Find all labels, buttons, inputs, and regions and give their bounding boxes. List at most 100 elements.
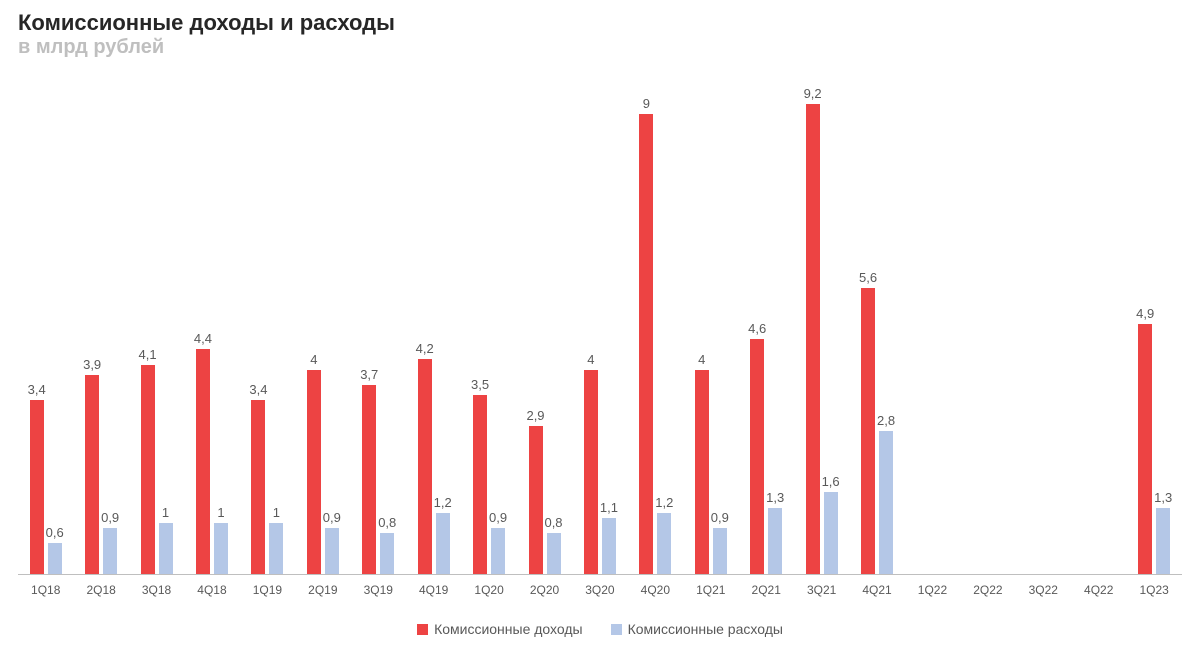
bar: 1,3 xyxy=(768,508,782,574)
bar: 3,5 xyxy=(473,395,487,574)
bar: 1,2 xyxy=(436,513,450,574)
bar: 1 xyxy=(214,523,228,574)
x-axis-label: 2Q18 xyxy=(73,583,128,597)
bar: 4,9 xyxy=(1138,324,1152,574)
bar: 4 xyxy=(584,370,598,574)
bar: 1 xyxy=(269,523,283,574)
bar: 3,4 xyxy=(251,400,265,574)
chart-container: Комиссионные доходы и расходы в млрд руб… xyxy=(0,0,1200,649)
bar: 4 xyxy=(307,370,321,574)
bar-value-label: 3,9 xyxy=(83,357,101,372)
legend-swatch-expense xyxy=(611,624,622,635)
bar-group: 9,21,6 xyxy=(794,63,849,574)
bar-group: 4,41 xyxy=(184,63,239,574)
bar-value-label: 1,3 xyxy=(1154,490,1172,505)
bar-value-label: 4,6 xyxy=(748,321,766,336)
x-axis-label: 3Q20 xyxy=(572,583,627,597)
legend-swatch-income xyxy=(417,624,428,635)
bar-value-label: 3,5 xyxy=(471,377,489,392)
bar-value-label: 4,4 xyxy=(194,331,212,346)
bar: 0,6 xyxy=(48,543,62,574)
bar-group xyxy=(1071,63,1126,574)
bar-value-label: 4 xyxy=(310,352,317,367)
bar-group: 3,4 0,6 xyxy=(18,63,73,574)
bar: 1,6 xyxy=(824,492,838,574)
bar-group: 4,21,2 xyxy=(406,63,461,574)
bar: 2,8 xyxy=(879,431,893,574)
x-axis-label: 4Q18 xyxy=(184,583,239,597)
bar: 2,9 xyxy=(529,426,543,574)
bar-value-label: 0,9 xyxy=(489,510,507,525)
x-axis-label: 3Q19 xyxy=(351,583,406,597)
bar-group: 4,61,3 xyxy=(738,63,793,574)
bar-value-label: 4,1 xyxy=(139,347,157,362)
x-axis-label: 1Q20 xyxy=(461,583,516,597)
bar: 4,1 xyxy=(141,365,155,575)
bar-group: 3,90,9 xyxy=(73,63,128,574)
bar-value-label: 9 xyxy=(643,96,650,111)
bar: 3,9 xyxy=(85,375,99,574)
bar: 1,3 xyxy=(1156,508,1170,574)
x-axis-label: 1Q23 xyxy=(1126,583,1181,597)
x-axis-label: 2Q19 xyxy=(295,583,350,597)
bar-value-label: 5,6 xyxy=(859,270,877,285)
bar-value-label: 3,4 xyxy=(249,382,267,397)
bar-group: 2,9 0,8 xyxy=(517,63,572,574)
bar-group: 4,91,3 xyxy=(1126,63,1181,574)
bar-value-label: 1,2 xyxy=(434,495,452,510)
bar: 0,9 xyxy=(325,528,339,574)
x-axis-label: 1Q19 xyxy=(240,583,295,597)
bar: 9 xyxy=(639,114,653,574)
bar-value-label: 1,2 xyxy=(655,495,673,510)
bar-group xyxy=(1016,63,1071,574)
bar-value-label: 2,9 xyxy=(526,408,544,423)
bar-value-label: 1,3 xyxy=(766,490,784,505)
x-axis-label: 4Q19 xyxy=(406,583,461,597)
bar: 4,2 xyxy=(418,359,432,574)
bar: 0,8 xyxy=(380,533,394,574)
bar-value-label: 9,2 xyxy=(804,86,822,101)
bar-value-label: 4,9 xyxy=(1136,306,1154,321)
bar-value-label: 1 xyxy=(217,505,224,520)
bar-value-label: 1,6 xyxy=(822,474,840,489)
bar: 0,9 xyxy=(713,528,727,574)
bar-value-label: 4,2 xyxy=(416,341,434,356)
bar: 3,4 xyxy=(30,400,44,574)
bar-value-label: 0,9 xyxy=(711,510,729,525)
bar: 1,1 xyxy=(602,518,616,574)
chart-subtitle: в млрд рублей xyxy=(18,36,1182,59)
bar: 1 xyxy=(159,523,173,574)
x-axis-label: 1Q18 xyxy=(18,583,73,597)
legend-label-income: Комиссионные доходы xyxy=(434,621,583,637)
bar-group: 5,6 2,8 xyxy=(849,63,904,574)
x-axis-label: 2Q21 xyxy=(738,583,793,597)
bar-group xyxy=(960,63,1015,574)
bar-group: 3,41 xyxy=(240,63,295,574)
bar-value-label: 3,4 xyxy=(28,382,46,397)
chart-bar-groups: 3,40,63,90,94,114,413,4140,93,70,84,21,2… xyxy=(18,63,1182,574)
legend-label-expense: Комиссионные расходы xyxy=(628,621,783,637)
chart-x-labels: 1Q182Q183Q184Q181Q192Q193Q194Q191Q202Q20… xyxy=(18,583,1182,597)
bar: 1,2 xyxy=(657,513,671,574)
x-axis-label: 3Q22 xyxy=(1016,583,1071,597)
bar-group: 91,2 xyxy=(628,63,683,574)
legend-item-expense: Комиссионные расходы xyxy=(611,621,783,637)
x-axis-label: 2Q20 xyxy=(517,583,572,597)
bar-value-label: 1,1 xyxy=(600,500,618,515)
bar-group: 3,7 0,8 xyxy=(351,63,406,574)
bar-value-label: 3,7 xyxy=(360,367,378,382)
x-axis-label: 3Q21 xyxy=(794,583,849,597)
bar-group: 40,9 xyxy=(295,63,350,574)
bar: 4,6 xyxy=(750,339,764,574)
chart-title: Комиссионные доходы и расходы xyxy=(18,10,1182,36)
chart-plot-wrap: 3,40,63,90,94,114,413,4140,93,70,84,21,2… xyxy=(18,63,1182,619)
bar-value-label: 1 xyxy=(273,505,280,520)
bar: 9,2 xyxy=(806,104,820,574)
bar-value-label: 4 xyxy=(587,352,594,367)
x-axis-label: 4Q20 xyxy=(628,583,683,597)
bar-group: 41,1 xyxy=(572,63,627,574)
chart-legend: Комиссионные доходы Комиссионные расходы xyxy=(18,621,1182,637)
bar-group: 4,11 xyxy=(129,63,184,574)
bar: 0,8 xyxy=(547,533,561,574)
x-axis-label: 4Q21 xyxy=(849,583,904,597)
